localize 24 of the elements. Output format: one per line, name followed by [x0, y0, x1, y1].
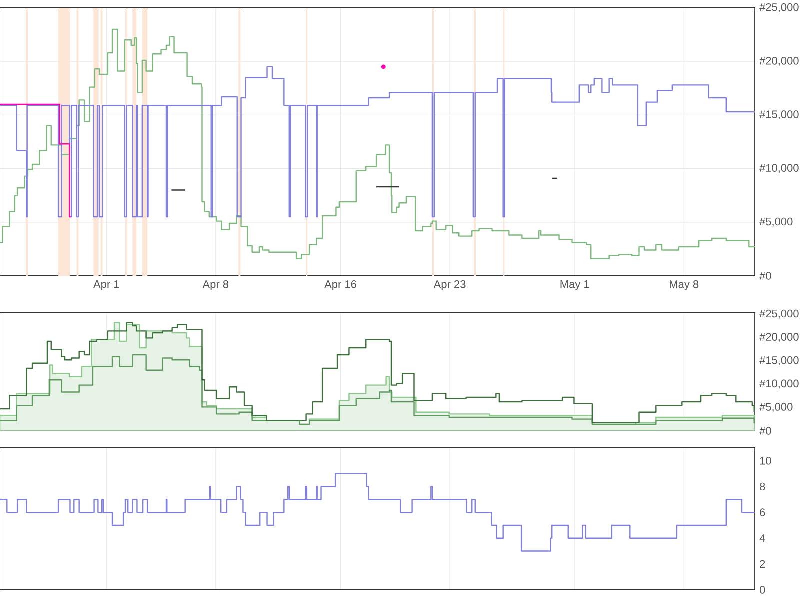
x-tick-label: Apr 23 — [434, 280, 466, 290]
y-tick-label: #5,000 — [760, 218, 793, 227]
y-tick-label: 2 — [760, 560, 766, 568]
x-tick-label: May 8 — [670, 280, 699, 290]
y-tick-label: 10 — [760, 457, 772, 465]
y-tick-label: #0 — [760, 272, 772, 280]
y-tick-label: #25,000 — [760, 3, 799, 13]
y-tick-label: #5,000 — [760, 403, 793, 412]
y-tick-label: 8 — [760, 482, 766, 491]
y-tick-label: 0 — [760, 586, 766, 594]
y-tick-label: #10,000 — [760, 164, 799, 174]
y-tick-label: #20,000 — [760, 57, 799, 66]
x-tick-label: Apr 16 — [324, 280, 356, 290]
x-tick-label: Apr 8 — [202, 280, 229, 290]
y-tick-label: 6 — [760, 508, 766, 516]
x-tick-label: May 1 — [560, 280, 590, 290]
y-tick-label: #10,000 — [760, 380, 799, 389]
y-tick-label: #15,000 — [760, 110, 799, 120]
y-tick-label: #0 — [760, 427, 772, 435]
y-tick-label: #25,000 — [760, 310, 799, 319]
y-tick-label: #20,000 — [760, 333, 799, 342]
y-tick-label: 4 — [760, 534, 766, 542]
y-tick-label: #15,000 — [760, 356, 799, 366]
x-tick-label: Apr 1 — [94, 280, 120, 290]
